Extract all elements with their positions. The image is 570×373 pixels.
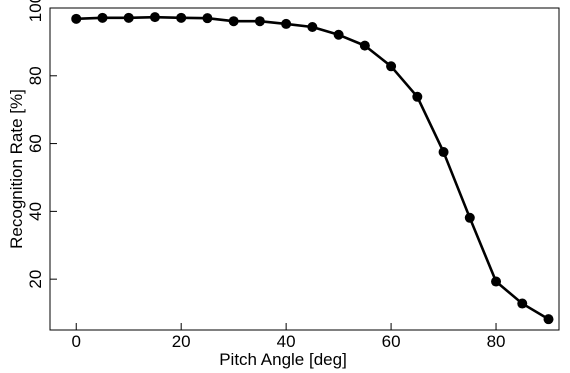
y-tick-label: 40 [26, 202, 45, 221]
data-point [359, 40, 370, 51]
data-point [281, 18, 292, 29]
data-point [97, 12, 108, 23]
data-point [464, 212, 475, 223]
data-point [491, 276, 502, 287]
tick-layer: 0 20 40 60 80 20 40 60 80 100 [26, 0, 505, 351]
data-point [412, 91, 423, 102]
data-point [123, 12, 134, 23]
y-axis-label: Recognition Rate [%] [7, 89, 26, 249]
x-tick-label: 0 [72, 332, 81, 351]
plot-frame [49, 7, 560, 331]
y-tick-label: 60 [26, 134, 45, 153]
data-point [176, 12, 187, 23]
data-point [543, 314, 554, 325]
y-tick-label: 20 [26, 270, 45, 289]
x-tick-label: 20 [172, 332, 191, 351]
data-point [333, 29, 344, 40]
data-point [202, 13, 213, 24]
data-point [517, 298, 528, 309]
data-point [438, 147, 449, 158]
y-tick-label: 100 [26, 0, 45, 22]
data-point [228, 16, 239, 27]
data-point [71, 13, 82, 24]
x-tick-label: 80 [487, 332, 506, 351]
x-axis-label: Pitch Angle [deg] [219, 350, 347, 369]
plot-area [50, 8, 559, 330]
y-tick-label: 80 [26, 66, 45, 85]
data-point [149, 12, 160, 23]
data-point [386, 61, 397, 72]
data-point [307, 21, 318, 32]
x-tick-label: 40 [277, 332, 296, 351]
data-point [254, 16, 265, 27]
series-layer [71, 12, 554, 325]
x-tick-label: 60 [382, 332, 401, 351]
